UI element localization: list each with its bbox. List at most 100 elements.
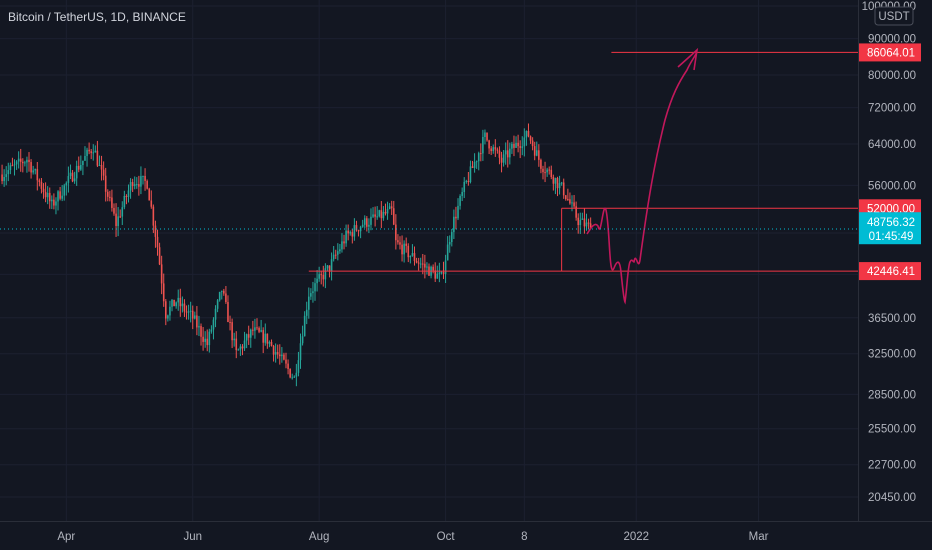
candle-body xyxy=(32,170,34,173)
candle-body xyxy=(384,211,387,214)
candle-body xyxy=(204,338,206,342)
candle-body xyxy=(390,206,393,209)
candle-body xyxy=(179,297,182,307)
candle-body xyxy=(310,293,312,297)
candle-body xyxy=(488,140,490,149)
candle-body xyxy=(270,341,273,346)
candle-body xyxy=(77,165,80,170)
candle-body xyxy=(531,140,534,147)
candle-body xyxy=(552,177,555,184)
candle-body xyxy=(337,251,339,255)
candle-body xyxy=(189,310,192,312)
x-tick-label: Apr xyxy=(57,531,75,543)
candle-body xyxy=(463,181,466,193)
candle-body xyxy=(392,208,395,225)
candle-body xyxy=(341,241,343,250)
level-price-tag xyxy=(859,43,921,62)
candle-body xyxy=(94,150,97,153)
candle-body xyxy=(581,218,584,220)
candle-body xyxy=(343,241,345,244)
candle-body xyxy=(241,346,244,349)
candle-body xyxy=(436,273,439,279)
candle-body xyxy=(494,147,497,150)
candle-body xyxy=(403,243,405,255)
candle-body xyxy=(324,268,327,280)
candle-body xyxy=(121,207,124,217)
candle-body xyxy=(34,169,37,171)
candle-body xyxy=(504,150,507,155)
candle-body xyxy=(214,308,217,320)
y-tick-label: 90000.00 xyxy=(868,34,916,46)
candle-body xyxy=(82,160,84,166)
candle-body xyxy=(291,377,294,379)
candle-body xyxy=(538,150,540,160)
candle-body xyxy=(579,219,582,226)
candle-body xyxy=(150,200,153,207)
x-tick-label: Oct xyxy=(437,531,456,543)
candle-body xyxy=(285,359,287,364)
candle-body xyxy=(548,169,551,171)
x-tick-label: Mar xyxy=(749,531,769,543)
candle-body xyxy=(448,242,451,245)
candle-body xyxy=(254,327,256,331)
candle-body xyxy=(187,311,190,313)
candle-body xyxy=(345,230,347,244)
candle-body xyxy=(57,191,59,202)
candle-body xyxy=(477,153,480,162)
candle-body xyxy=(484,132,486,137)
candle-body xyxy=(480,153,482,155)
candle-body xyxy=(278,354,281,357)
candle-body xyxy=(175,302,177,307)
candle-body xyxy=(587,222,590,224)
candle-body xyxy=(196,315,198,328)
candle-body xyxy=(440,272,443,274)
candle-body xyxy=(368,224,370,227)
candle-body xyxy=(272,345,275,355)
candle-body xyxy=(260,330,262,332)
candle-body xyxy=(252,329,254,331)
x-tick-label: Aug xyxy=(309,531,329,543)
candle-body xyxy=(525,130,528,138)
candle-body xyxy=(5,174,8,177)
candle-body xyxy=(301,336,304,344)
candle-body xyxy=(498,150,501,158)
y-tick-label: 56000.00 xyxy=(868,180,916,192)
candle-body xyxy=(355,225,358,231)
candle-body xyxy=(125,195,128,197)
candle-body xyxy=(158,247,161,265)
candle-body xyxy=(316,278,318,284)
candle-body xyxy=(419,263,422,265)
candle-body xyxy=(330,259,333,272)
candle-body xyxy=(173,299,175,307)
candle-body xyxy=(73,178,76,182)
candle-body xyxy=(119,216,122,218)
candle-body xyxy=(442,272,445,274)
candle-body xyxy=(146,180,148,189)
candle-body xyxy=(38,180,41,182)
candle-body xyxy=(569,199,571,204)
horizontal-levels xyxy=(308,51,858,272)
candle-body xyxy=(96,150,99,166)
candle-body xyxy=(459,195,461,206)
candle-body xyxy=(181,303,184,307)
candle-body xyxy=(529,136,532,141)
candle-body xyxy=(426,266,428,268)
candle-body xyxy=(227,302,229,323)
candle-body xyxy=(220,290,223,292)
candle-body xyxy=(457,205,459,219)
candle-body xyxy=(307,296,310,310)
candle-body xyxy=(237,349,240,351)
candle-body xyxy=(370,216,372,225)
candle-body xyxy=(376,216,378,218)
candle-body xyxy=(185,311,188,313)
candle-body xyxy=(177,297,180,303)
last-price-countdown: 01:45:49 xyxy=(869,231,914,243)
candle-body xyxy=(521,146,524,148)
candle-body xyxy=(208,331,211,346)
candle-body xyxy=(90,151,92,153)
y-tick-label: 22700.00 xyxy=(868,460,916,472)
currency-button[interactable]: USDT xyxy=(874,6,914,26)
arrowhead-drawing xyxy=(677,47,699,71)
